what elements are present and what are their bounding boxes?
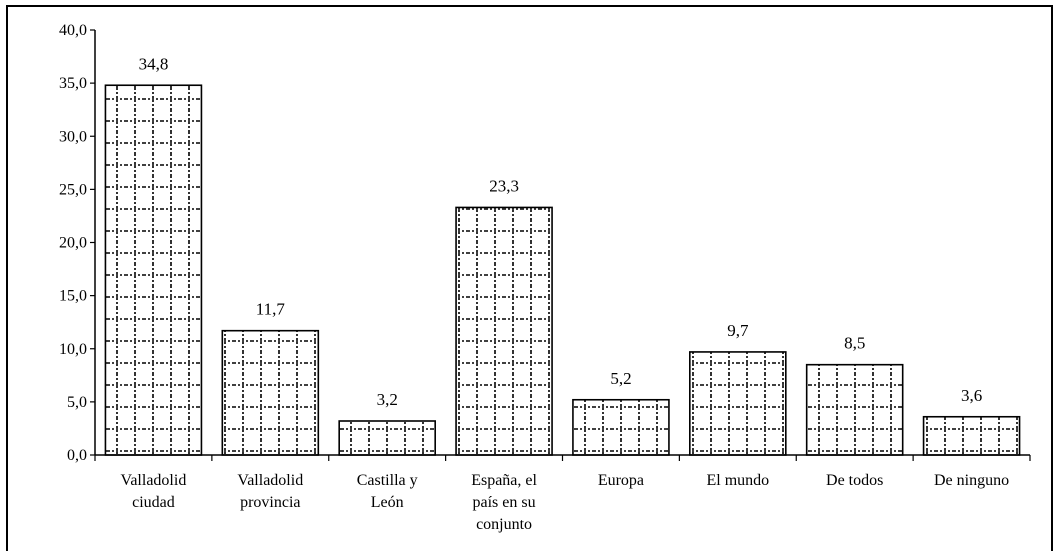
data-labels: 34,8 11,7 3,2 23,3 5,2 9,7 8,5 3,6 [139, 54, 983, 409]
y-tick-label: 20,0 [59, 235, 87, 252]
data-label: 23,3 [489, 176, 519, 195]
category-label: Valladolid [121, 472, 187, 489]
data-label: 8,5 [844, 334, 865, 353]
y-tick-label: 25,0 [59, 181, 87, 198]
bar [104, 84, 203, 456]
data-label: 11,7 [256, 300, 286, 319]
bar [572, 398, 670, 456]
category-label: Europa [598, 472, 644, 489]
data-label: 3,6 [961, 386, 982, 405]
bars [104, 84, 1021, 456]
y-tick-label: 5,0 [67, 394, 87, 411]
y-tick-label: 10,0 [59, 341, 87, 358]
data-label: 5,2 [610, 369, 631, 388]
bar [221, 329, 320, 456]
bar [689, 351, 787, 456]
category-label: De ninguno [934, 472, 1009, 489]
bar [922, 415, 1021, 456]
category-label: De todos [826, 472, 883, 489]
category-label: conjunto [476, 516, 532, 533]
category-label: El mundo [706, 472, 769, 489]
y-tick-label: 40,0 [59, 22, 87, 39]
category-labels: Valladolid ciudad Valladolid provincia Casti… [121, 472, 1010, 533]
data-label: 3,2 [377, 390, 398, 409]
bar [455, 206, 553, 456]
category-label: Castilla y [357, 472, 418, 489]
data-label: 9,7 [727, 321, 749, 340]
y-tick-label: 0,0 [67, 447, 87, 464]
category-label: León [371, 494, 404, 511]
y-tick-label: 15,0 [59, 288, 87, 305]
category-label: país en su [473, 494, 536, 511]
y-tick-label: 35,0 [59, 75, 87, 92]
bar [338, 420, 436, 456]
category-label: Valladolid [237, 472, 303, 489]
category-label: provincia [240, 494, 300, 511]
bar [805, 363, 904, 456]
category-label: ciudad [132, 494, 175, 511]
y-tick-label: 30,0 [59, 128, 87, 145]
category-label: España, el [471, 472, 537, 489]
data-label: 34,8 [139, 54, 169, 73]
